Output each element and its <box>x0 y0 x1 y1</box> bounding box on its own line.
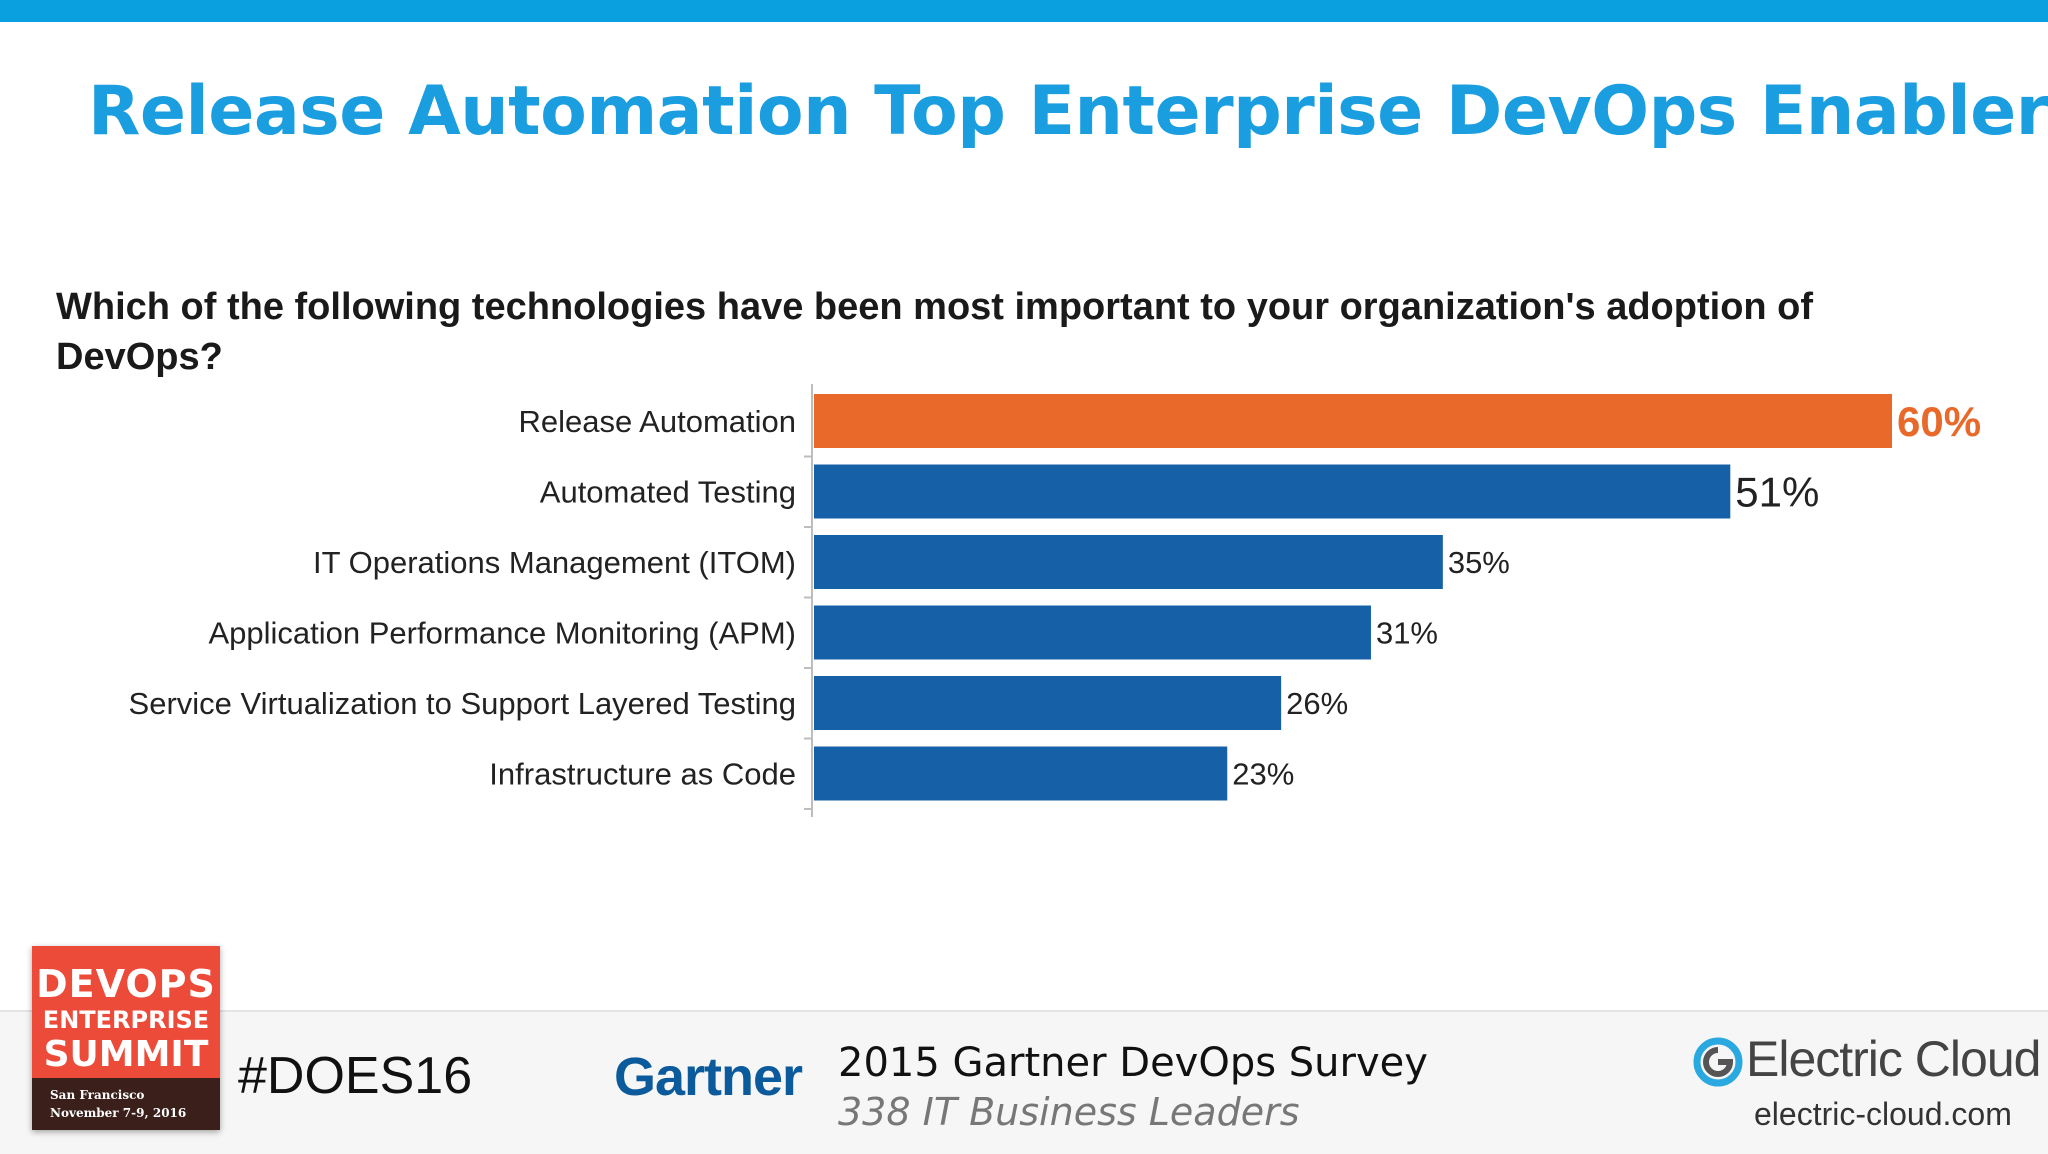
gartner-logo: Gartner <box>614 1047 803 1107</box>
value-label-service-virtualization-to-support-layered-testing: 26% <box>1286 686 1348 721</box>
value-label-infrastructure-as-code: 23% <box>1232 757 1294 792</box>
bar-release-automation <box>814 394 1892 448</box>
electric-cloud-brand: Electric Cloud <box>1746 1031 2041 1087</box>
electric-cloud-url[interactable]: electric-cloud.com <box>1754 1096 2012 1132</box>
category-label-infrastructure-as-code: Infrastructure as Code <box>489 757 796 792</box>
category-label-automated-testing: Automated Testing <box>540 475 796 510</box>
category-label-it-operations-management-itom: IT Operations Management (ITOM) <box>313 545 796 580</box>
category-label-service-virtualization-to-support-layered-testing: Service Virtualization to Support Layere… <box>129 686 796 721</box>
bar-automated-testing <box>814 464 1731 519</box>
top-accent-stripe <box>0 0 2048 22</box>
event-hashtag: #DOES16 <box>238 1047 473 1105</box>
logo-line-devops: DEVOPS <box>36 962 216 1006</box>
electric-cloud-icon <box>1693 1037 1743 1087</box>
slide-title: Release Automation Top Enterprise DevOps… <box>88 72 2048 151</box>
logo-line-summit: SUMMIT <box>43 1034 209 1075</box>
devops-summit-logo: DEVOPS ENTERPRISE SUMMIT San Francisco N… <box>32 946 220 1130</box>
logo-city: San Francisco <box>50 1088 145 1102</box>
bar-chart: Release Automation 60% Automated Testing 51… <box>129 384 1981 817</box>
survey-subtitle: 338 IT Business Leaders <box>838 1090 1300 1134</box>
bar-service-virtualization-to-support-layered-testing <box>814 676 1282 730</box>
category-label-release-automation: Release Automation <box>519 404 796 439</box>
category-label-application-performance-monitoring-apm: Application Performance Monitoring (APM) <box>208 616 796 651</box>
value-label-application-performance-monitoring-apm: 31% <box>1376 616 1438 651</box>
value-label-automated-testing: 51% <box>1735 469 1819 516</box>
bar-it-operations-management-itom <box>814 535 1443 589</box>
bar-application-performance-monitoring-apm <box>814 605 1371 660</box>
logo-location-band: San Francisco November 7-9, 2016 <box>32 1078 220 1130</box>
value-label-it-operations-management-itom: 35% <box>1448 545 1510 580</box>
value-label-release-automation: 60% <box>1897 398 1981 445</box>
bar-infrastructure-as-code <box>814 746 1228 801</box>
logo-line-enterprise: ENTERPRISE <box>42 1006 210 1034</box>
logo-dates: November 7-9, 2016 <box>50 1106 187 1120</box>
survey-title: 2015 Gartner DevOps Survey <box>838 1040 1428 1086</box>
chart-question: Which of the following technologies have… <box>56 286 1814 378</box>
